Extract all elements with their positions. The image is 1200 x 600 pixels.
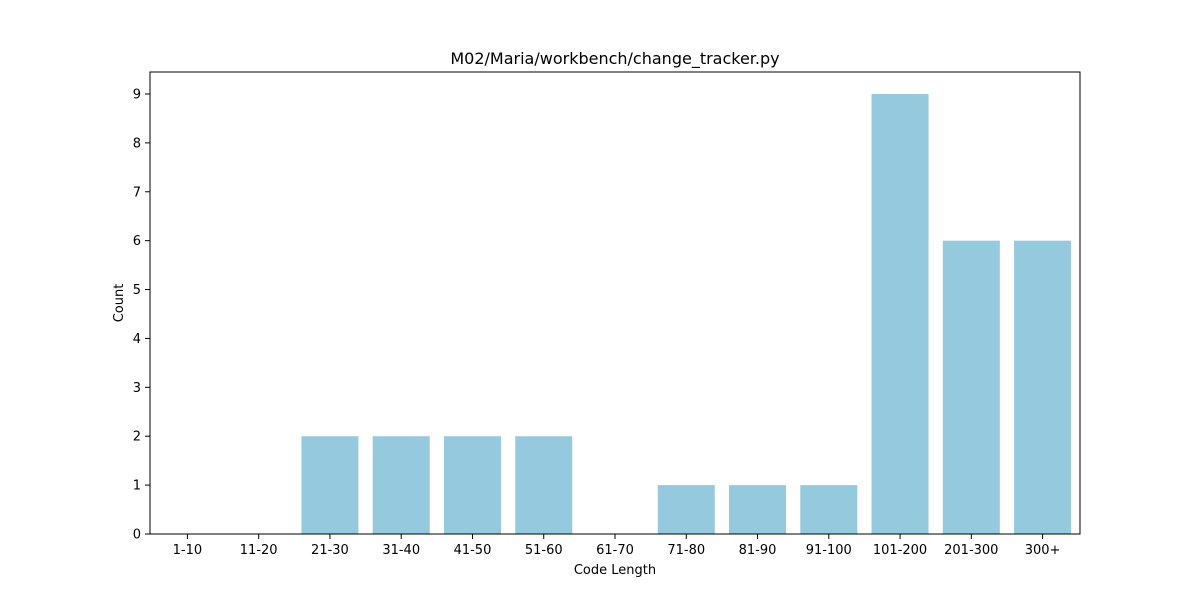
x-tick-label: 91-100 bbox=[806, 543, 852, 558]
x-tick-label: 41-50 bbox=[454, 543, 492, 558]
y-tick-label: 3 bbox=[133, 381, 141, 396]
bar-51-60 bbox=[515, 436, 573, 534]
y-tick-label: 2 bbox=[133, 430, 141, 445]
bar-201-300 bbox=[942, 240, 1000, 535]
x-tick-label: 31-40 bbox=[382, 543, 420, 558]
bar-21-30 bbox=[301, 436, 359, 534]
plot-frame bbox=[149, 71, 1081, 535]
x-tick-label: 21-30 bbox=[311, 543, 349, 558]
bar-31-40 bbox=[372, 436, 430, 534]
y-tick-label: 7 bbox=[133, 185, 141, 200]
y-tick-label: 8 bbox=[133, 136, 141, 151]
x-tick-label: 201-300 bbox=[944, 543, 998, 558]
x-tick-label: 1-10 bbox=[173, 543, 203, 558]
bar-300+ bbox=[1014, 240, 1072, 535]
x-tick-label: 101-200 bbox=[873, 543, 927, 558]
bar-41-50 bbox=[443, 436, 501, 534]
bar-101-200 bbox=[871, 94, 929, 534]
bar-91-100 bbox=[800, 485, 858, 534]
x-tick-label: 81-90 bbox=[739, 543, 777, 558]
y-tick-label: 9 bbox=[133, 88, 141, 103]
plot-area: 1-10 11-20 21-30 31-40 41-50 51-60 61-70 71-80 8… bbox=[133, 88, 1072, 558]
x-axis-title: Code Length bbox=[574, 563, 656, 578]
x-tick-label: 61-70 bbox=[596, 543, 634, 558]
y-tick-label: 0 bbox=[133, 528, 141, 543]
bar-71-80 bbox=[657, 485, 715, 534]
x-tick-label: 300+ bbox=[1025, 543, 1061, 558]
y-tick-label: 1 bbox=[133, 479, 141, 494]
bar-81-90 bbox=[729, 485, 787, 534]
y-tick-label: 5 bbox=[133, 283, 141, 298]
y-tick-label: 6 bbox=[133, 234, 141, 249]
x-tick-label: 71-80 bbox=[667, 543, 705, 558]
y-axis-title: Count bbox=[112, 284, 127, 323]
y-tick-label: 4 bbox=[133, 332, 141, 347]
x-tick-label: 51-60 bbox=[525, 543, 563, 558]
chart-title: M02/Maria/workbench/change_tracker.py bbox=[450, 49, 779, 69]
x-tick-label: 11-20 bbox=[240, 543, 278, 558]
